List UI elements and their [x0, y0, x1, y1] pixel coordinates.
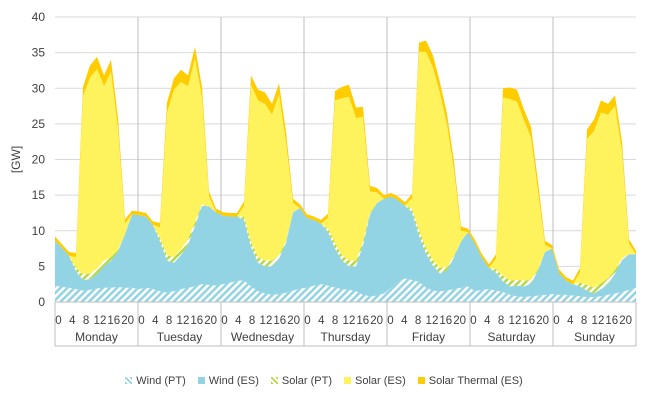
y-tick-label: 15: [32, 188, 46, 202]
legend-item-solar-es: Solar (ES): [344, 375, 406, 387]
x-tick-label: 12: [343, 315, 356, 327]
x-tick-label: 0: [221, 315, 227, 327]
legend-label: Solar Thermal (ES): [428, 375, 523, 387]
day-label: Monday: [75, 330, 118, 344]
series-areas: [55, 40, 636, 302]
legend-item-solar-pt: Solar (PT): [270, 375, 333, 387]
x-tick-label: 12: [592, 315, 605, 327]
day-label: Saturday: [487, 330, 535, 344]
x-tick-label: 4: [69, 315, 76, 327]
legend-swatch: [125, 376, 133, 384]
x-tick-label: 4: [235, 315, 242, 327]
area-solar-es: [55, 51, 636, 288]
y-axis-label: [GW]: [9, 146, 23, 173]
legend-item-wind-es: Wind (ES): [197, 375, 259, 387]
y-tick-label: 10: [32, 224, 46, 238]
legend-label: Wind (PT): [136, 375, 186, 387]
x-tick-label: 16: [605, 315, 618, 327]
x-tick-label: 16: [273, 315, 286, 327]
x-tick-label: 20: [121, 315, 134, 327]
legend-item-solar-thermal-es: Solar Thermal (ES): [417, 375, 523, 387]
area-wind-es: [55, 196, 636, 298]
x-tick-label: 8: [332, 315, 338, 327]
y-tick-label: 40: [32, 10, 46, 24]
legend-swatch: [344, 376, 352, 384]
legend-item-wind-pt: Wind (PT): [125, 375, 186, 387]
x-tick-label: 16: [522, 315, 535, 327]
x-tick-label: 0: [55, 315, 61, 327]
legend-swatch: [417, 376, 425, 384]
x-tick-label: 4: [484, 315, 491, 327]
x-tick-label: 12: [509, 315, 522, 327]
area-solar-pt: [55, 196, 636, 294]
x-tick-label: 20: [453, 315, 466, 327]
x-tick-label: 8: [415, 315, 421, 327]
area-solar-thermal-es: [55, 40, 636, 285]
day-label: Friday: [412, 330, 445, 344]
x-tick-label: 8: [83, 315, 89, 327]
x-tick-label: 4: [152, 315, 159, 327]
legend: Wind (PT) Wind (ES) Solar (PT) Solar (ES) So…: [0, 375, 648, 387]
day-label: Thursday: [320, 330, 370, 344]
day-label: Tuesday: [157, 330, 203, 344]
x-tick-label: 16: [439, 315, 452, 327]
legend-swatch: [270, 376, 278, 384]
y-tick-label: 20: [32, 153, 46, 167]
x-tick-label: 12: [94, 315, 107, 327]
y-tick-label: 0: [38, 295, 45, 309]
y-tick-label: 25: [32, 117, 46, 131]
y-tick-label: 35: [32, 46, 46, 60]
x-tick-label: 4: [318, 315, 325, 327]
day-label: Sunday: [574, 330, 615, 344]
x-tick-label: 20: [536, 315, 549, 327]
area-wind-pt: [55, 278, 636, 302]
x-tick-label: 8: [166, 315, 172, 327]
legend-label: Solar (PT): [281, 375, 333, 387]
x-tick-label: 16: [107, 315, 120, 327]
legend-label: Wind (ES): [208, 375, 259, 387]
x-tick-label: 8: [498, 315, 504, 327]
x-tick-label: 20: [204, 315, 217, 327]
y-tick-label: 5: [38, 259, 45, 273]
x-tick-label: 0: [553, 315, 559, 327]
legend-label: Solar (ES): [355, 375, 406, 387]
x-tick-label: 0: [470, 315, 476, 327]
x-tick-label: 12: [426, 315, 439, 327]
x-tick-label: 20: [287, 315, 300, 327]
x-tick-label: 16: [190, 315, 203, 327]
x-tick-label: 4: [401, 315, 408, 327]
x-tick-label: 20: [619, 315, 632, 327]
legend-swatch: [197, 376, 205, 384]
day-label: Wednesday: [231, 330, 294, 344]
x-tick-label: 0: [387, 315, 393, 327]
x-tick-label: 4: [567, 315, 574, 327]
x-tick-label: 0: [304, 315, 310, 327]
x-tick-label: 16: [356, 315, 369, 327]
x-tick-label: 12: [260, 315, 273, 327]
x-tick-label: 12: [177, 315, 190, 327]
x-tick-label: 8: [581, 315, 587, 327]
x-tick-label: 20: [370, 315, 383, 327]
x-tick-label: 8: [249, 315, 255, 327]
y-tick-label: 30: [32, 81, 46, 95]
x-tick-label: 0: [138, 315, 144, 327]
